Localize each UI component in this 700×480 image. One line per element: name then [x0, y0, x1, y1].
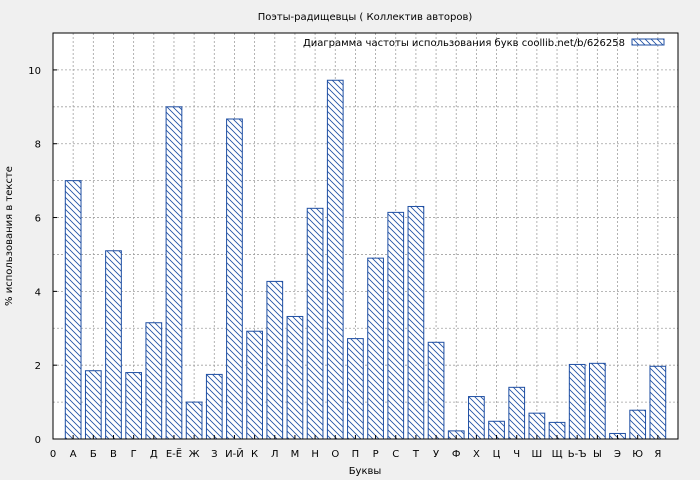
x-tick-label: Г [131, 449, 137, 460]
x-tick-label: Ь-Ъ [568, 449, 587, 460]
x-tick-label: Ц [493, 449, 501, 460]
x-tick-label: О [331, 449, 339, 460]
y-tick-label: 6 [35, 214, 41, 225]
bar [649, 365, 667, 440]
bar [326, 79, 344, 440]
legend: Диаграмма частоты использования букв coo… [303, 38, 665, 49]
y-tick-label: 8 [35, 140, 41, 151]
y-tick-label: 2 [35, 361, 41, 372]
bar [165, 106, 183, 440]
x-tick-label: Ы [593, 449, 602, 460]
legend-label: Диаграмма частоты использования букв coo… [303, 38, 625, 49]
plot-frame [52, 32, 679, 440]
bar [84, 370, 102, 440]
y-tick-label: 0 [35, 435, 41, 446]
x-tick-label: Ж [189, 449, 200, 460]
x-tick-label: Б [90, 449, 97, 460]
y-axis-label: % использования в тексте [4, 166, 15, 306]
y-tick-label: 10 [28, 66, 41, 77]
bar [568, 363, 586, 440]
x-tick-label: Ш [532, 449, 543, 460]
chart-title: Поэты-радищевцы ( Коллектив авторов) [258, 12, 473, 23]
bar [185, 401, 203, 440]
bars [64, 79, 667, 440]
bar [306, 207, 324, 440]
bar [468, 396, 485, 440]
x-tick-label: Я [654, 449, 661, 460]
x-tick-label: Д [150, 449, 158, 460]
x-tick-label: Л [271, 449, 279, 460]
bar [125, 372, 143, 440]
bar [629, 409, 647, 440]
x-tick-label: Т [412, 449, 420, 460]
x-tick-label: З [211, 449, 217, 460]
x-tick-label: Щ [552, 449, 563, 460]
bar [588, 362, 606, 440]
legend-swatch [631, 38, 665, 46]
x-tick-label: У [433, 449, 439, 460]
bar [145, 322, 163, 440]
y-tick-label: 4 [35, 287, 41, 298]
bar [266, 280, 284, 440]
x-tick-label: С [392, 449, 399, 460]
x-tick-label: Э [614, 449, 621, 460]
bar [105, 250, 122, 440]
bar [508, 386, 526, 440]
x-tick-label: 0 [50, 449, 56, 460]
x-tick-label: П [352, 449, 360, 460]
y-axis: 0 2 4 6 8 10 [28, 66, 57, 446]
x-tick-label: М [291, 449, 300, 460]
x-tick-label: Ф [452, 449, 461, 460]
x-tick-label: Е-Ё [166, 447, 182, 460]
x-tick-label: В [110, 449, 117, 460]
x-axis-label: Буквы [349, 466, 382, 477]
x-tick-label: Х [473, 449, 480, 460]
bar [347, 338, 364, 440]
x-tick-label: Р [373, 449, 379, 460]
bar [286, 315, 304, 440]
bar [205, 373, 223, 440]
x-tick-label: А [70, 449, 77, 460]
bar [427, 341, 445, 440]
x-tick-label: Ч [513, 449, 520, 460]
bar [367, 257, 384, 440]
bar [407, 205, 425, 440]
x-tick-label: Ю [632, 449, 643, 460]
x-axis: 0 А Б В Г Д Е-Ё Ж З И-Й К Л М Н О П Р С Т У Ф Х Ц Ч Ш Щ Ь-Ъ Ы Э Ю Я [50, 435, 661, 460]
x-tick-label: И-Й [225, 447, 244, 460]
x-tick-label: К [251, 449, 258, 460]
bar [387, 211, 405, 440]
x-tick-label: Н [311, 449, 319, 460]
bar [226, 118, 243, 440]
bar [64, 180, 82, 440]
bar [246, 330, 263, 440]
